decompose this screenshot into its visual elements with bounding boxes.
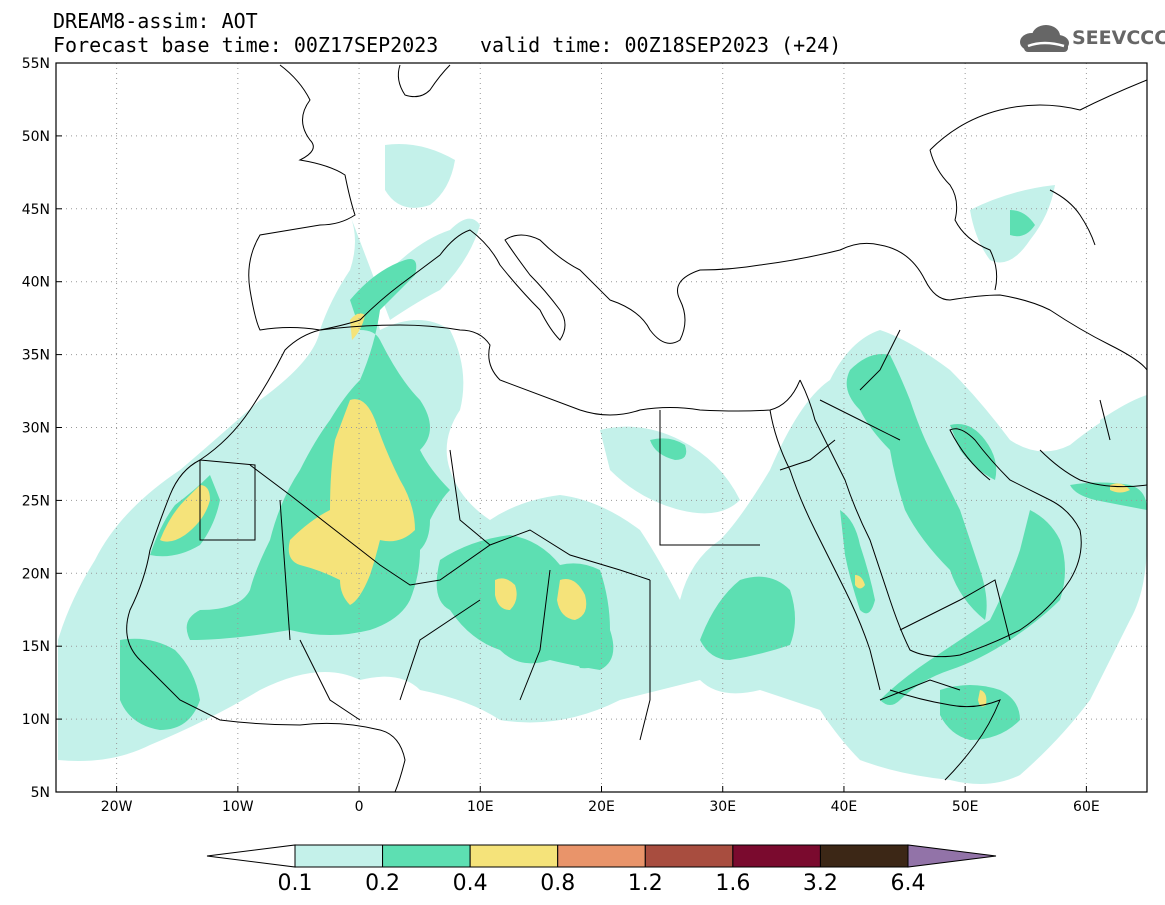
colorbar-level-label: 0.4	[452, 871, 488, 896]
lat-tick-label: 40N	[22, 275, 50, 291]
colorbar-swatch	[732, 844, 821, 868]
colorbar-swatch	[557, 844, 646, 868]
colorbar-level-label: 0.2	[365, 871, 401, 896]
lat-tick-label: 5N	[31, 785, 50, 801]
colorbar-swatch	[644, 844, 734, 868]
coastlines	[126, 64, 1147, 792]
colorbar-high-arrow	[907, 844, 997, 868]
lat-tick-label: 30N	[22, 421, 50, 437]
aot-level-0.2	[120, 210, 1147, 740]
lat-tick-label: 55N	[22, 56, 50, 72]
colorbar-swatch	[469, 844, 559, 868]
chart-title: DREAM8-assim: AOT	[53, 9, 258, 33]
colorbar-level-label: 3.2	[802, 871, 838, 896]
cloud-icon	[1020, 25, 1069, 52]
colorbar-low-arrow	[206, 844, 296, 868]
colorbar-swatch	[382, 844, 471, 868]
colorbar-level-label: 1.2	[627, 871, 663, 896]
colorbar-level-label: 6.4	[890, 871, 926, 896]
latitude-tick-labels: 55N 50N 45N 40N 35N 30N 25N 20N 15N 10N 5N	[22, 56, 62, 801]
colorbar-level-label: 1.6	[715, 871, 751, 896]
lon-tick-label: 60E	[1073, 799, 1100, 815]
valid-time: valid time: 00Z18SEP2023 (+24)	[480, 33, 842, 57]
lon-tick-label: 10E	[467, 799, 494, 815]
longitude-tick-labels: 20W 10W 0 10E 20E 30E 40E 50E 60E	[101, 786, 1100, 815]
lat-tick-label: 25N	[22, 493, 50, 509]
forecast-base-time: Forecast base time: 00Z17SEP2023	[53, 33, 439, 57]
aot-shading	[58, 144, 1147, 784]
colorbar-swatch	[294, 844, 384, 868]
colorbar-swatch	[819, 844, 909, 868]
colorbar-level-label: 0.8	[540, 871, 576, 896]
grid-lines	[56, 63, 1147, 792]
lon-tick-label: 0	[355, 799, 364, 815]
lon-tick-label: 10W	[222, 799, 254, 815]
lon-tick-label: 30E	[709, 799, 736, 815]
lon-tick-label: 40E	[831, 799, 858, 815]
lon-tick-label: 20E	[588, 799, 615, 815]
lat-tick-label: 35N	[22, 348, 50, 364]
lat-tick-label: 50N	[22, 129, 50, 145]
lon-tick-label: 50E	[952, 799, 979, 815]
lat-tick-label: 15N	[22, 639, 50, 655]
lat-tick-label: 20N	[22, 566, 50, 582]
lat-tick-label: 10N	[22, 712, 50, 728]
logo-text: SEEVCCC	[1072, 27, 1165, 49]
colorbar-level-label: 0.1	[277, 871, 313, 896]
lon-tick-label: 20W	[101, 799, 133, 815]
seevccc-logo: SEEVCCC	[1016, 22, 1165, 58]
lat-tick-label: 45N	[22, 202, 50, 218]
colorbar	[206, 844, 997, 868]
